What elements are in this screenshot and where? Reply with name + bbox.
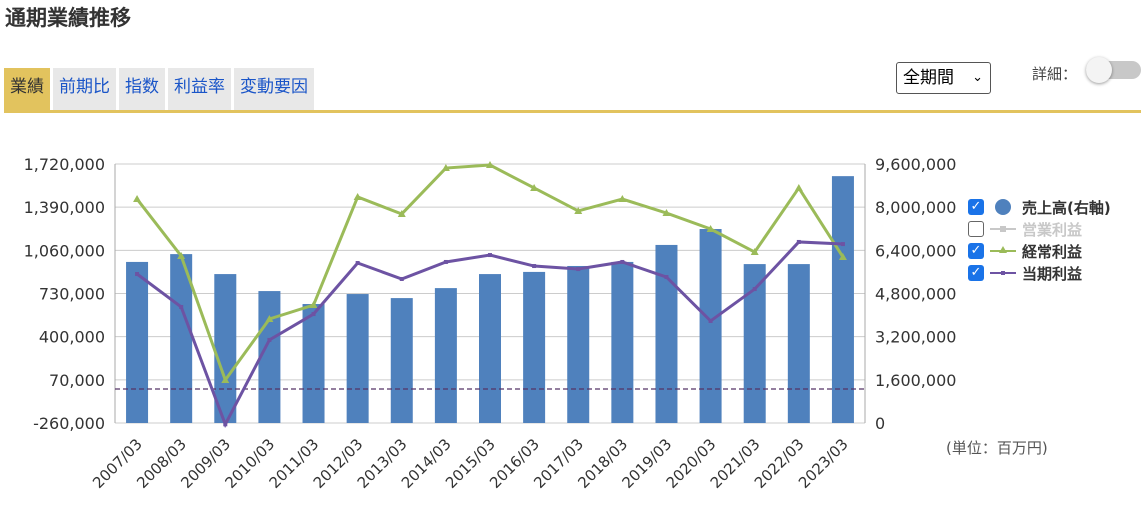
point-net xyxy=(752,287,757,292)
left-tick-label: 730,000 xyxy=(39,285,105,304)
point-ordinary xyxy=(309,301,318,309)
point-net xyxy=(443,259,448,264)
period-select-value: 全期間 xyxy=(903,68,954,88)
right-tick-label: 4,800,000 xyxy=(875,285,956,304)
legend-item-net[interactable]: ✓ 当期利益 xyxy=(968,262,1111,284)
point-net xyxy=(532,264,537,269)
detail-label: 詳細： xyxy=(1032,65,1078,83)
point-net xyxy=(620,259,625,264)
bar-sales xyxy=(346,294,369,423)
point-net xyxy=(179,304,184,309)
point-net xyxy=(664,275,669,280)
tab-bar: 業績 前期比 指数 利益率 変動要因 xyxy=(4,68,314,110)
point-net xyxy=(135,272,140,277)
point-ordinary xyxy=(177,251,186,259)
right-tick-label: 8,000,000 xyxy=(875,198,956,217)
circle-marker-icon xyxy=(990,199,1016,215)
checkbox-checked-icon[interactable]: ✓ xyxy=(968,265,984,281)
bar-sales xyxy=(523,271,546,423)
x-tick-label: 2023/03 xyxy=(795,435,852,492)
bar-sales xyxy=(479,274,501,423)
point-ordinary xyxy=(574,206,583,214)
bar-sales xyxy=(214,274,237,423)
tab-underline xyxy=(4,110,1141,113)
legend-label: 営業利益 xyxy=(1022,220,1083,239)
tab-index[interactable]: 指数 xyxy=(119,68,165,110)
point-ordinary xyxy=(838,253,847,261)
tab-factors[interactable]: 変動要因 xyxy=(234,68,314,110)
point-ordinary xyxy=(353,192,362,200)
right-tick-label: 0 xyxy=(875,414,885,433)
chevron-down-icon: ⌄ xyxy=(972,70,983,85)
legend-item-ordinary[interactable]: ✓ 経常利益 xyxy=(968,240,1111,262)
point-net xyxy=(708,318,713,323)
point-ordinary xyxy=(706,225,715,233)
point-net xyxy=(399,276,404,281)
tab-results[interactable]: 業績 xyxy=(4,68,50,110)
point-net xyxy=(576,267,581,272)
right-tick-label: 6,400,000 xyxy=(875,241,956,260)
point-ordinary xyxy=(265,315,274,323)
right-tick-label: 1,600,000 xyxy=(875,371,956,390)
bar-sales xyxy=(743,264,766,423)
right-tick-label: 3,200,000 xyxy=(875,328,956,347)
legend-item-operating[interactable]: 営業利益 xyxy=(968,218,1111,240)
bar-sales xyxy=(655,244,678,423)
bar-sales xyxy=(567,265,590,423)
legend-label: 売上高(右軸) xyxy=(1022,198,1111,217)
page-title: 通期業績推移 xyxy=(5,6,131,30)
tab-yoy[interactable]: 前期比 xyxy=(53,68,116,110)
bar-sales xyxy=(170,254,193,423)
point-ordinary xyxy=(133,195,142,203)
checkbox-checked-icon[interactable]: ✓ xyxy=(968,199,984,215)
period-select[interactable]: 全期間 ⌄ xyxy=(896,62,991,94)
point-net xyxy=(840,242,845,247)
legend: ✓ 売上高(右軸) 営業利益 ✓ 経常利益 ✓ 当期利益 xyxy=(968,196,1111,284)
left-tick-label: 70,000 xyxy=(49,371,105,390)
tab-margin[interactable]: 利益率 xyxy=(168,68,231,110)
triangle-marker-icon xyxy=(990,243,1016,259)
point-ordinary xyxy=(397,209,406,217)
checkbox-unchecked-icon[interactable] xyxy=(968,221,984,237)
point-net xyxy=(355,261,360,266)
bar-sales xyxy=(302,304,325,423)
bar-sales xyxy=(126,261,149,423)
line-marker-icon xyxy=(990,221,1016,237)
legend-item-sales[interactable]: ✓ 売上高(右軸) xyxy=(968,196,1111,218)
detail-toggle[interactable] xyxy=(1086,57,1141,83)
point-net xyxy=(488,253,492,258)
toggle-knob xyxy=(1086,57,1112,83)
left-tick-label: 1,720,000 xyxy=(24,155,105,174)
bar-sales xyxy=(831,176,854,423)
left-tick-label: 1,060,000 xyxy=(24,241,105,260)
right-tick-label: 9,600,000 xyxy=(875,155,956,174)
point-ordinary xyxy=(441,164,450,172)
legend-label: 当期利益 xyxy=(1022,264,1083,283)
point-ordinary xyxy=(221,375,230,383)
line-marker-icon xyxy=(990,265,1016,281)
bar-sales xyxy=(390,298,413,423)
bar-sales xyxy=(611,261,634,423)
left-tick-label: 1,390,000 xyxy=(24,198,105,217)
left-tick-label: 400,000 xyxy=(39,328,105,347)
point-ordinary xyxy=(530,183,539,191)
checkbox-checked-icon[interactable]: ✓ xyxy=(968,243,984,259)
point-ordinary xyxy=(750,248,759,256)
point-ordinary xyxy=(662,209,671,217)
point-net xyxy=(267,337,272,342)
point-net xyxy=(796,239,801,244)
point-ordinary xyxy=(486,161,494,169)
bar-sales xyxy=(787,264,810,423)
bar-sales xyxy=(434,288,457,423)
point-ordinary xyxy=(618,195,627,203)
legend-label: 経常利益 xyxy=(1022,242,1083,261)
point-net xyxy=(223,422,228,427)
unit-label: (単位：百万円) xyxy=(946,439,1048,457)
point-net xyxy=(311,312,316,317)
left-tick-label: -260,000 xyxy=(33,414,105,433)
point-ordinary xyxy=(794,183,803,191)
bar-sales xyxy=(699,229,722,423)
